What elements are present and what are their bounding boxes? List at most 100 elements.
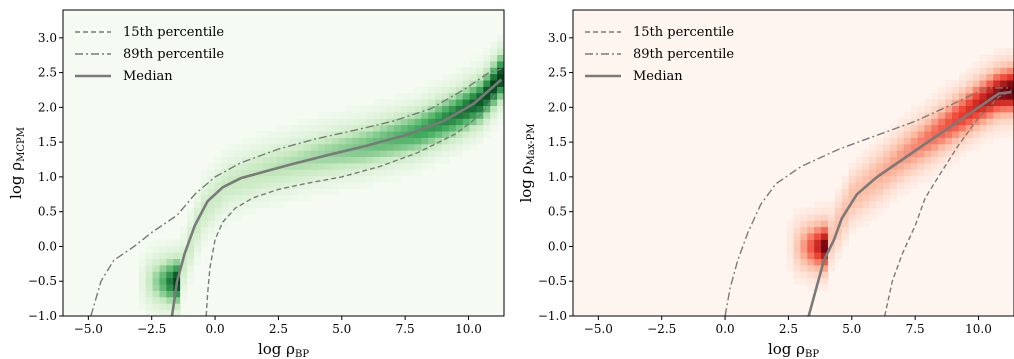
heatmap-cell — [924, 150, 932, 158]
y-axis-label: log ρMax-PM — [517, 123, 537, 202]
heatmap-cell — [242, 175, 250, 183]
heatmap-cell — [345, 137, 353, 145]
heatmap-cell — [924, 131, 932, 138]
y-tick-label: 2.5 — [38, 66, 57, 80]
heatmap-cell — [814, 214, 822, 221]
heatmap-cell — [435, 105, 443, 113]
heatmap-cell — [242, 150, 250, 158]
heatmap-cell — [242, 194, 250, 202]
heatmap-cell — [483, 112, 491, 119]
x-tick-label: 0.0 — [206, 322, 225, 336]
heatmap-cell — [193, 239, 202, 247]
heatmap-cell — [304, 194, 312, 202]
heatmap-cell — [876, 143, 884, 151]
heatmap-cell — [138, 271, 147, 279]
heatmap-cell — [290, 169, 298, 177]
heatmap-cell — [152, 271, 160, 279]
heatmap-cell — [304, 175, 312, 183]
heatmap-cell — [345, 112, 353, 119]
heatmap-cell — [221, 156, 229, 164]
heatmap-cell — [1007, 92, 1014, 100]
heatmap-cell — [814, 226, 822, 234]
heatmap-cell — [221, 188, 229, 196]
heatmap-cell — [896, 118, 905, 126]
heatmap-cell — [800, 265, 808, 272]
heatmap-cell — [1007, 73, 1014, 81]
heatmap-cell — [786, 252, 794, 260]
heatmap-cell — [862, 150, 870, 158]
heatmap-cell — [910, 137, 918, 145]
heatmap-cell — [855, 175, 863, 183]
heatmap-cell — [800, 226, 808, 234]
chart-panel-left: −5.0 −2.5 0.0 2.5 5.0 7.5 10.0 −1.0 −0.5 0.0 0.5 1.… — [7, 9, 505, 359]
heatmap-cell — [855, 182, 863, 189]
heatmap-cell — [883, 201, 891, 209]
heatmap-cell — [207, 220, 215, 228]
heatmap-cell — [228, 188, 236, 196]
heatmap-cell — [283, 131, 291, 138]
heatmap-cell — [352, 105, 360, 113]
heatmap-cell — [979, 54, 987, 62]
heatmap-cell — [207, 169, 215, 177]
heatmap-cell — [814, 271, 822, 279]
heatmap-cell — [428, 156, 436, 164]
heatmap-cell — [200, 175, 209, 183]
heatmap-cell — [166, 252, 174, 260]
heatmap-cell — [331, 118, 340, 126]
heatmap-cell — [938, 86, 946, 94]
heatmap-cell — [152, 309, 160, 316]
heatmap-cell — [152, 252, 160, 260]
heatmap-cell — [910, 112, 918, 119]
heatmap-cell — [262, 137, 271, 145]
heatmap-cell — [235, 194, 243, 202]
heatmap-cell — [180, 258, 188, 266]
heatmap-cell — [1000, 48, 1008, 56]
heatmap-cell — [269, 194, 278, 202]
heatmap-cell — [193, 220, 202, 228]
heatmap-cell — [931, 112, 939, 119]
heatmap-cell — [917, 112, 925, 119]
heatmap-cell — [373, 169, 381, 177]
heatmap-cell — [373, 150, 381, 158]
heatmap-cell — [407, 156, 415, 164]
heatmap-cell — [345, 131, 353, 138]
heatmap-cell — [931, 131, 939, 138]
heatmap-cell — [145, 245, 153, 253]
heatmap-cell — [262, 175, 271, 183]
heatmap-cell — [979, 124, 987, 132]
x-tick-label: 2.5 — [269, 322, 288, 336]
x-axis-label: log ρBP — [768, 340, 819, 359]
heatmap-cell — [297, 156, 305, 164]
heatmap-cell — [441, 92, 450, 100]
heatmap-cell — [228, 156, 236, 164]
heatmap-cell — [242, 169, 250, 177]
heatmap-cell — [324, 188, 333, 196]
heatmap-cell — [889, 156, 898, 164]
heatmap-cell — [455, 150, 464, 158]
heatmap-cell — [993, 99, 1001, 107]
heatmap-cell — [352, 118, 360, 126]
heatmap-cell — [469, 92, 477, 100]
heatmap-cell — [297, 131, 305, 138]
heatmap-cell — [331, 156, 340, 164]
heatmap-cell — [428, 112, 436, 119]
heatmap-cell — [311, 182, 319, 189]
heatmap-cell — [228, 150, 236, 158]
heatmap-cell — [235, 169, 243, 177]
heatmap-cell — [938, 92, 946, 100]
y-tick-label: 1.5 — [548, 135, 567, 149]
heatmap-cell — [428, 86, 436, 94]
heatmap-cell — [793, 258, 801, 266]
heatmap-cell — [848, 226, 856, 234]
heatmap-cell — [414, 99, 422, 107]
heatmap-cell — [834, 207, 843, 215]
y-tick-label: 1.0 — [38, 170, 57, 184]
heatmap-cell — [476, 92, 484, 100]
heatmap-cell — [1007, 80, 1014, 87]
heatmap-cell — [483, 67, 491, 75]
heatmap-cell — [173, 296, 181, 304]
heatmap-cell — [249, 169, 257, 177]
heatmap-cell — [235, 156, 243, 164]
heatmap-cell — [814, 207, 822, 215]
heatmap-cell — [883, 175, 891, 183]
